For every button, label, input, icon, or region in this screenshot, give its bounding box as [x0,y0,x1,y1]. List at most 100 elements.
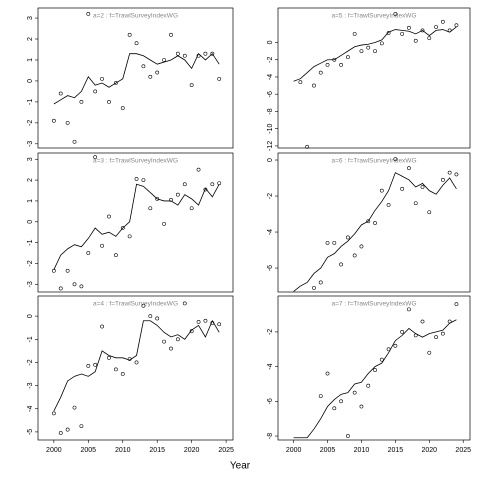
point [366,219,371,224]
point [420,319,425,324]
point [107,355,111,360]
y-tick-label: -3 [27,382,34,388]
point [51,411,56,416]
point [454,172,459,177]
point [352,253,357,258]
y-tick-label: 1 [27,58,34,62]
point [189,206,194,211]
y-tick-label: 0 [267,40,274,44]
y-tick-label: -8 [267,433,274,439]
point [148,74,153,79]
y-tick-label: -4 [267,74,274,80]
point [141,64,146,69]
point [169,32,173,37]
point [162,221,166,226]
point [332,406,337,411]
panel-frame [37,295,234,441]
point [79,424,84,429]
point [352,390,357,395]
point [175,337,180,342]
point [100,243,104,248]
point [107,214,111,219]
point [93,155,98,160]
point [379,357,384,362]
x-tick-label: 2020 [184,447,200,454]
point [134,177,139,181]
point [312,83,316,88]
line [293,319,457,439]
y-tick-label: -4 [27,406,34,412]
point [373,49,377,54]
point [65,268,70,273]
point [318,70,323,75]
y-tick-label: -8 [267,108,274,114]
point [182,301,187,306]
y-tick-label: -6 [267,398,274,404]
y-tick-label: -1 [27,239,34,245]
point [113,367,118,372]
point [72,139,77,144]
panel-frame [277,295,471,441]
point [413,38,418,43]
point [127,32,132,37]
panel-frame [37,7,234,149]
x-axis-label: Year [230,461,251,472]
point [58,431,63,435]
y-tick-label: -2 [27,359,34,365]
point [93,89,98,94]
point [210,182,215,187]
point [373,221,377,225]
point [155,196,160,201]
point [345,55,350,60]
panel-title: a=7 : f=TrawlSurveyIndexWG [331,301,416,308]
y-tick-label: 0 [27,314,34,318]
x-tick-label: 2025 [218,447,234,454]
point [393,157,398,162]
point [339,62,343,67]
point [332,240,337,245]
point [148,314,153,319]
point [120,372,125,376]
y-tick-label: 2 [27,178,34,182]
point [155,70,160,75]
point [400,186,405,191]
y-tick-label: 3 [27,16,34,20]
y-tick-label: 1 [27,199,34,203]
point [440,331,445,336]
point [100,324,104,329]
y-tick-label: -10 [267,124,274,134]
point [366,45,371,50]
point [127,234,132,239]
y-tick-label: -4 [267,229,274,235]
line [293,172,457,292]
point [120,226,125,230]
x-tick-label: 2000 [286,447,302,454]
point [386,31,391,35]
point [107,99,111,104]
point [58,286,63,291]
point [400,330,405,334]
point [203,318,208,323]
y-tick-label: -2 [267,329,274,335]
y-tick-label: -3 [27,281,34,287]
x-tick-label: 2005 [320,447,336,454]
point [393,343,398,348]
y-tick-label: 0 [27,79,34,83]
point [155,316,160,321]
point [345,434,350,438]
point [366,383,371,388]
point [65,427,70,432]
point [203,51,208,56]
line [53,183,220,270]
point [51,118,56,123]
point [312,285,316,290]
point [189,83,194,88]
point [217,76,222,81]
point [339,262,343,267]
x-tick-label: 2020 [422,447,438,454]
point [440,19,445,24]
point [407,166,411,171]
x-tick-label: 2015 [149,447,165,454]
point [359,244,364,249]
point [420,28,425,33]
